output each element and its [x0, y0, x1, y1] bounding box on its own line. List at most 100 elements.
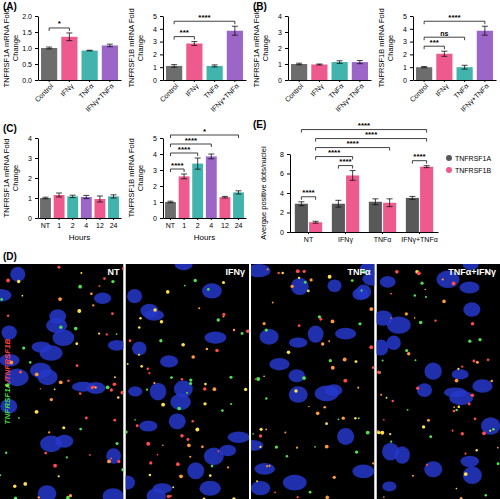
y-tick-label: 3 — [28, 155, 32, 162]
signal-dot — [407, 409, 409, 411]
signal-dot — [323, 406, 326, 409]
y-tick-label: 2 — [278, 45, 282, 52]
x-tick: NT — [304, 232, 314, 243]
y-tick-label: 4 — [28, 135, 32, 142]
y-tick-label: 2 — [280, 209, 284, 216]
y-tick: 8 — [280, 151, 290, 158]
y-tick: 0.5 — [22, 61, 38, 68]
signal-dot — [331, 319, 335, 323]
x-axis-line — [414, 80, 497, 81]
bar — [420, 167, 433, 232]
signal-dot — [434, 319, 436, 321]
signal-dot — [40, 388, 42, 390]
nucleus — [187, 462, 204, 479]
y-tick: 2 — [28, 175, 38, 182]
y-tick: 0.0 — [22, 77, 38, 84]
signal-dot — [314, 446, 316, 448]
x-tick-label: TNFα — [452, 82, 469, 99]
signal-dot — [117, 460, 120, 463]
error-bar — [222, 196, 228, 198]
y-tick-label: 4 — [153, 151, 157, 158]
signal-dot — [53, 464, 57, 468]
plot-marks — [165, 154, 244, 218]
x-tick-mark — [86, 218, 87, 220]
x-axis-title: Hours — [69, 233, 90, 242]
signal-dot — [386, 397, 388, 399]
error-bar — [46, 47, 52, 49]
signal-dot — [189, 456, 191, 458]
x-tick: 4 — [209, 218, 213, 229]
error-bar — [56, 193, 62, 197]
nucleus — [289, 386, 308, 403]
y-tick-label: 4 — [403, 26, 407, 33]
signal-dot — [331, 366, 335, 370]
nucleus — [335, 328, 356, 340]
nucleus — [288, 369, 305, 382]
signal-dot — [17, 280, 20, 283]
signal-dot — [416, 386, 419, 389]
signal-dot — [328, 340, 330, 342]
y-tick-mark — [285, 32, 288, 33]
x-axis-line — [289, 80, 372, 81]
significance-label: *** — [180, 28, 190, 37]
x-tick: IFNγ+TNFα — [84, 80, 115, 114]
nucleus — [327, 279, 341, 292]
y-tick-label: 6 — [280, 170, 284, 177]
signal-dot — [48, 431, 50, 433]
x-tick-label: 2 — [71, 222, 75, 229]
bar — [186, 44, 202, 80]
signal-dot — [343, 358, 347, 362]
bar — [41, 48, 57, 80]
micrograph-label: TNFα+IFNγ — [448, 267, 496, 277]
x-tick-mark — [224, 218, 225, 220]
x-tick: TNFα — [77, 80, 94, 100]
signal-dot — [75, 342, 78, 345]
bar — [309, 222, 322, 232]
signal-dot — [429, 435, 432, 438]
bar — [332, 62, 348, 80]
y-tick-label: 3 — [153, 167, 157, 174]
signal-dot — [213, 387, 217, 391]
y-axis-line — [163, 17, 164, 81]
signal-dot — [222, 281, 225, 284]
signal-dot — [294, 389, 297, 392]
signal-dot — [383, 419, 385, 421]
bar — [61, 37, 77, 80]
error-bar — [107, 44, 113, 47]
y-axis-line — [288, 17, 289, 81]
signal-dot — [489, 430, 491, 432]
nucleus — [127, 289, 142, 303]
y-tick-mark — [160, 29, 163, 30]
signal-dot — [456, 488, 458, 490]
x-tick-label: 1 — [57, 222, 61, 229]
signal-dot — [369, 345, 373, 349]
signal-dot — [492, 428, 495, 431]
x-axis-line — [39, 218, 122, 219]
signal-dot — [217, 318, 220, 321]
signal-dot — [296, 496, 298, 498]
x-tick-mark — [59, 218, 60, 220]
x-tick: NT — [41, 218, 51, 229]
error-bar — [313, 221, 319, 223]
chart: 01234ControlIFNγTNFαIFNγ+TNFαTNFRSF1A mR… — [252, 9, 372, 114]
x-tick: 1 — [57, 218, 61, 229]
y-tick-label: 3 — [403, 38, 407, 45]
error-bar — [421, 67, 427, 68]
x-tick: IFNγ+TNFα — [334, 80, 365, 114]
error-bar — [482, 26, 488, 35]
signal-dot — [455, 379, 459, 383]
signal-dot — [389, 433, 391, 435]
x-tick: TNFα — [202, 80, 219, 100]
signal-dot — [215, 349, 219, 353]
signal-dot — [358, 417, 360, 419]
signal-dot — [277, 272, 280, 275]
signal-dot — [497, 447, 499, 449]
signal-dot — [29, 361, 32, 364]
signal-dot — [377, 431, 381, 435]
signal-dot — [187, 444, 191, 448]
nucleus — [52, 329, 74, 346]
signal-dot — [113, 419, 116, 422]
signal-dot — [337, 418, 339, 420]
error-bar — [387, 199, 393, 207]
significance-label: *** — [430, 38, 440, 47]
